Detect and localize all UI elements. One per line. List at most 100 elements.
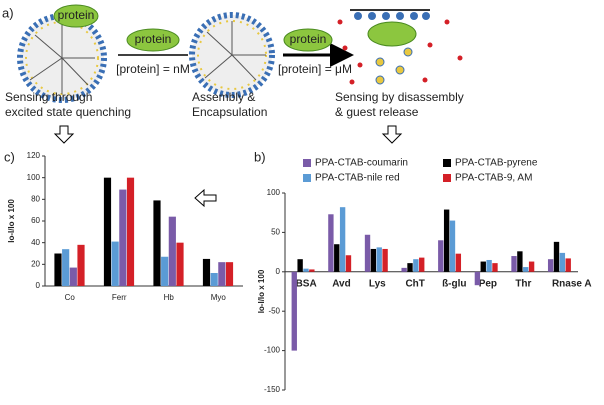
bar xyxy=(309,269,315,272)
caption: excited state quenching xyxy=(5,105,131,119)
bar xyxy=(407,263,413,272)
bar xyxy=(419,257,425,272)
y-tick-label: 50 xyxy=(271,228,280,237)
bar xyxy=(176,242,184,286)
bar xyxy=(455,253,462,272)
bar xyxy=(54,253,62,286)
bar xyxy=(364,234,371,272)
y-tick-label: -50 xyxy=(268,306,280,315)
bar xyxy=(528,261,535,272)
condition: [protein] = nM xyxy=(116,62,190,76)
legend-swatch xyxy=(443,159,451,167)
panel-label: b) xyxy=(254,149,266,164)
y-axis-label: Io-I/Io x 100 xyxy=(7,199,16,243)
bar xyxy=(474,271,481,286)
x-tick-label: ChT xyxy=(405,278,424,289)
micelle-tails xyxy=(29,22,95,94)
bar xyxy=(339,207,346,272)
caption: Sensing by disassembly xyxy=(335,90,464,104)
bar xyxy=(119,189,127,286)
down-arrow xyxy=(381,125,403,144)
protein-label: protein xyxy=(290,32,327,46)
legend-label: PPA-CTAB-nile red xyxy=(315,173,400,184)
bar xyxy=(449,220,456,272)
bar xyxy=(153,200,161,286)
bar xyxy=(225,262,234,286)
protein xyxy=(126,28,180,52)
x-tick-label: Hb xyxy=(164,293,175,302)
bar xyxy=(328,214,334,272)
bar xyxy=(565,258,571,272)
y-tick-label: 120 xyxy=(27,151,41,160)
x-tick-label: Pep xyxy=(479,278,497,289)
left-arrow xyxy=(194,188,217,208)
bar xyxy=(77,244,85,286)
down-arrow xyxy=(53,125,75,144)
bar xyxy=(210,273,218,286)
x-tick-label: BSA xyxy=(296,278,317,289)
bar xyxy=(492,263,498,272)
y-tick-label: -150 xyxy=(264,385,281,394)
y-tick-label: -100 xyxy=(264,346,281,355)
guest-dots xyxy=(337,19,463,85)
x-tick-label: Rnase A xyxy=(552,278,592,289)
x-tick-label: Thr xyxy=(515,278,531,289)
protein-label: protein xyxy=(58,8,95,22)
bar xyxy=(334,244,340,272)
panel-label: c) xyxy=(4,149,15,164)
protein-label: protein xyxy=(135,32,172,46)
legend-swatch xyxy=(303,174,311,182)
condition: [protein] = μM xyxy=(278,62,352,76)
y-tick-label: 0 xyxy=(36,281,41,290)
bar xyxy=(168,216,176,286)
surfactant-heads xyxy=(354,12,430,20)
legend-swatch xyxy=(443,174,451,182)
bar xyxy=(103,177,112,286)
bar xyxy=(511,256,517,272)
y-tick-label: 40 xyxy=(31,238,40,247)
free-surfactants xyxy=(375,47,413,85)
caption: Assembly & xyxy=(192,90,255,104)
bar xyxy=(297,259,303,272)
protein xyxy=(53,4,99,28)
x-tick-label: Avd xyxy=(332,278,351,289)
bar xyxy=(218,262,226,286)
x-tick-label: Ferr xyxy=(112,293,127,302)
y-tick-label: 60 xyxy=(31,216,40,225)
bar xyxy=(69,267,77,286)
bar xyxy=(62,249,70,286)
protein xyxy=(367,21,417,47)
bar xyxy=(438,240,444,272)
y-tick-label: 100 xyxy=(27,173,41,182)
bar xyxy=(370,248,377,272)
bar xyxy=(486,259,492,272)
legend-label: PPA-CTAB-coumarin xyxy=(315,158,408,169)
bar xyxy=(401,267,407,272)
x-tick-label: Myo xyxy=(211,293,227,302)
bar xyxy=(413,259,419,272)
bar xyxy=(161,256,169,286)
bar xyxy=(559,252,566,272)
x-tick-label: ß-glu xyxy=(442,278,466,289)
legend-label: PPA-CTAB-9, AM xyxy=(455,173,532,184)
bar xyxy=(111,241,119,286)
bar xyxy=(443,209,450,272)
y-tick-label: 100 xyxy=(267,188,281,197)
bar xyxy=(303,268,309,272)
bar xyxy=(382,248,388,272)
micelle-tails xyxy=(204,21,266,81)
caption: & guest release xyxy=(335,105,419,119)
y-tick-label: 20 xyxy=(31,259,40,268)
bar xyxy=(345,255,352,272)
y-tick-label: 80 xyxy=(31,194,40,203)
panel-label: a) xyxy=(2,5,14,20)
protein xyxy=(283,28,333,52)
bar xyxy=(202,258,211,286)
bar xyxy=(126,177,135,286)
legend-label: PPA-CTAB-pyrene xyxy=(455,158,538,169)
bar xyxy=(291,271,297,351)
bar xyxy=(547,259,554,272)
caption: Encapsulation xyxy=(192,105,267,119)
bar xyxy=(517,251,523,272)
